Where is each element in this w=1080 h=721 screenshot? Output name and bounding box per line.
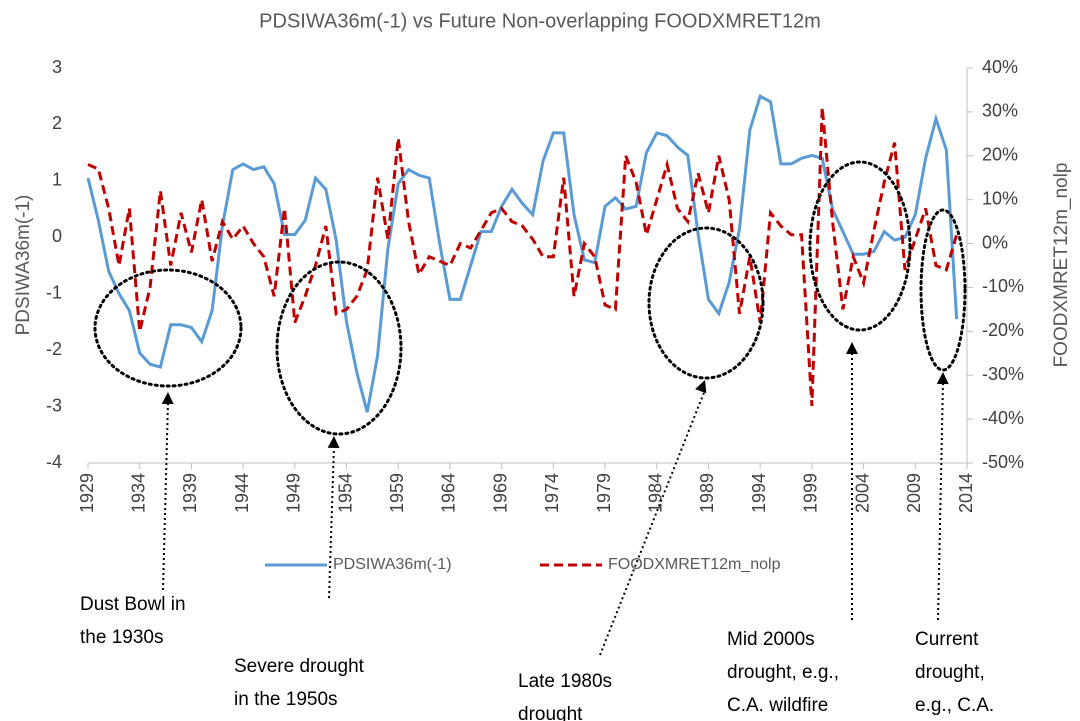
legend-label: PDSIWA36m(-1) <box>333 556 452 573</box>
x-tick-label: 1999 <box>801 473 821 513</box>
y2-tick-label: 40% <box>982 57 1018 77</box>
x-tick-label: 1984 <box>646 473 666 513</box>
x-tick-label: 1969 <box>490 473 510 513</box>
x-tick-label: 1979 <box>594 473 614 513</box>
y-tick-label: -4 <box>46 452 62 472</box>
y-tick-label: -1 <box>46 282 62 302</box>
annotation-arrowhead <box>936 372 949 385</box>
y-tick-label: -3 <box>46 395 62 415</box>
annotation-arrow <box>599 389 706 656</box>
annotation-text: the 1930s <box>80 627 163 648</box>
x-tick-label: 1989 <box>697 473 717 513</box>
x-tick-label: 1974 <box>542 473 562 513</box>
annotation-ellipse <box>808 160 912 332</box>
annotation-text: C.A. wildfire <box>727 695 828 716</box>
x-tick-label: 2014 <box>956 473 976 513</box>
annotation-text: Current <box>915 629 979 650</box>
annotation-arrow <box>328 445 335 599</box>
annotation-text: in the 1950s <box>234 689 338 710</box>
annotation-arrowhead <box>327 436 340 449</box>
x-tick-label: 2009 <box>904 473 924 513</box>
annotation-text: drought, e.g., <box>727 662 839 683</box>
chart-title: PDSIWA36m(-1) vs Future Non-overlapping … <box>259 10 821 32</box>
x-tick-label: 1939 <box>180 473 200 513</box>
x-tick-label: 2004 <box>852 473 872 513</box>
annotation-ellipse <box>275 260 403 436</box>
y2-tick-label: 0% <box>982 232 1008 252</box>
annotation-arrowhead <box>846 342 858 354</box>
y2-axis-label: FOODXMRET12m_nolp <box>1051 163 1072 368</box>
y2-tick-label: -30% <box>982 364 1024 384</box>
y2-tick-label: -50% <box>982 452 1024 472</box>
legend-label: FOODXMRET12m_nolp <box>608 556 781 573</box>
x-tick-label: 1944 <box>232 473 252 513</box>
annotation-text: Severe drought <box>234 656 365 677</box>
annotation-text: Mid 2000s <box>727 629 815 650</box>
y-tick-label: -2 <box>46 339 62 359</box>
x-tick-label: 1934 <box>128 473 148 513</box>
y2-tick-label: 20% <box>982 145 1018 165</box>
series-line <box>87 107 959 407</box>
y-tick-label: 0 <box>52 226 62 246</box>
annotation-arrow <box>937 381 944 621</box>
annotation-arrowhead <box>161 392 174 405</box>
x-tick-label: 1994 <box>749 473 769 513</box>
annotation-ellipse <box>647 226 765 380</box>
y2-tick-label: -40% <box>982 408 1024 428</box>
annotation-arrow <box>162 401 169 591</box>
x-tick-label: 1954 <box>335 473 355 513</box>
x-tick-label: 1929 <box>77 473 97 513</box>
annotation-text: drought <box>518 704 583 721</box>
annotation-ellipse <box>919 208 967 372</box>
annotation-arrowhead <box>695 380 707 394</box>
y-tick-label: 2 <box>52 113 62 133</box>
y2-tick-label: -20% <box>982 320 1024 340</box>
annotation-text: drought, <box>915 662 985 683</box>
y2-tick-label: 10% <box>982 188 1018 208</box>
annotation-text: Dust Bowl in <box>80 594 186 615</box>
y-tick-label: 1 <box>52 170 62 190</box>
annotation-text: e.g., C.A. <box>915 695 994 716</box>
x-tick-label: 1964 <box>439 473 459 513</box>
y2-tick-label: 30% <box>982 101 1018 121</box>
y2-tick-label: -10% <box>982 276 1024 296</box>
x-tick-label: 1959 <box>387 473 407 513</box>
annotation-ellipse <box>93 268 243 388</box>
x-tick-label: 1949 <box>284 473 304 513</box>
y-tick-label: 3 <box>52 57 62 77</box>
y-axis-label: PDSIWA36m(-1) <box>13 195 34 336</box>
series-line <box>86 94 959 413</box>
annotation-text: Late 1980s <box>518 671 612 692</box>
